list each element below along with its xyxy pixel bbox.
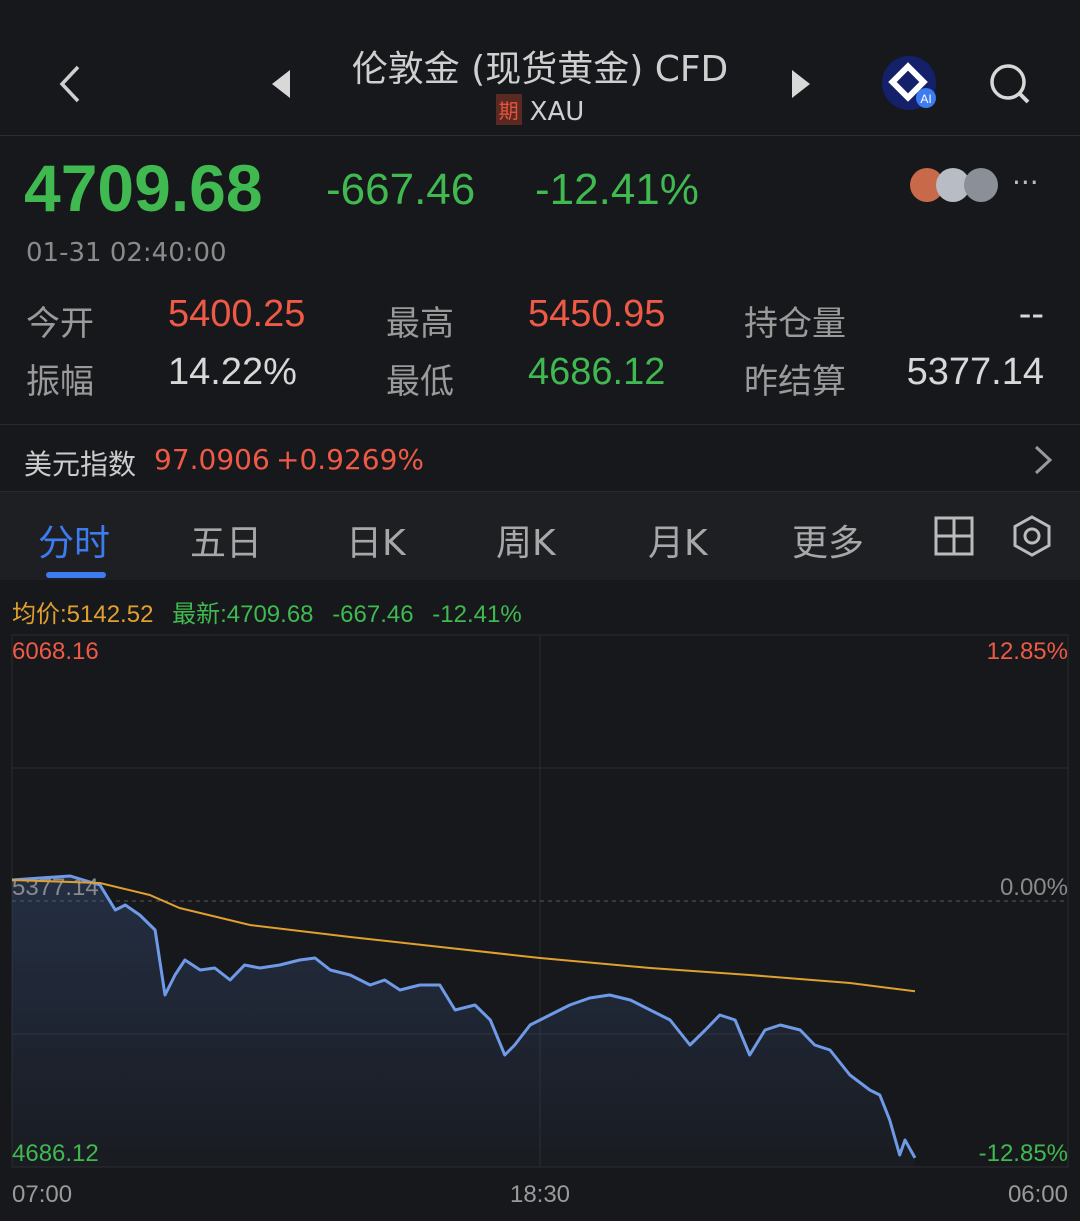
change-pct-legend: -12.41% <box>432 601 522 628</box>
quote-datetime: 01-31 02:40:00 <box>26 238 227 268</box>
tab-2[interactable]: 日K <box>346 523 406 564</box>
settings-icon[interactable] <box>1010 514 1054 558</box>
period-tabs: 分时 五日 日K 周K 月K 更多 <box>0 492 1080 580</box>
intraday-chart[interactable]: 均价:5142.52 最新:4709.68 -667.46 -12.41% 60… <box>0 582 1080 1221</box>
ai-assistant-icon[interactable]: AI <box>882 56 940 112</box>
last-price: 4709.68 <box>24 151 263 225</box>
stat-value: 5450.95 <box>528 293 666 335</box>
y-label-top: 6068.16 <box>12 638 99 665</box>
svg-text:AI: AI <box>920 92 931 106</box>
header-bar: 伦敦金 (现货黄金) CFD 期 XAU AI <box>0 0 1080 136</box>
tab-3[interactable]: 周K <box>496 523 556 564</box>
active-tab-indicator <box>46 572 106 578</box>
next-triangle-icon[interactable] <box>790 70 810 98</box>
pct-label-top: 12.85% <box>987 638 1068 665</box>
chevron-right-icon <box>1034 445 1053 475</box>
dollar-index-row[interactable]: 美元指数 97.0906 +0.9269% <box>0 424 1080 492</box>
avg-price-legend: 均价:5142.52 <box>12 601 154 628</box>
stat-value: 14.22% <box>168 351 297 393</box>
layout-grid-icon[interactable] <box>934 516 974 556</box>
stat-label: 最高 <box>386 304 454 344</box>
tab-1[interactable]: 五日 <box>190 523 263 564</box>
y-label-bottom: 4686.12 <box>12 1140 99 1167</box>
dollar-index-value: 97.0906 <box>154 443 270 476</box>
avatar <box>964 168 998 202</box>
search-icon[interactable] <box>988 62 1032 106</box>
stat-value: 4686.12 <box>528 351 666 393</box>
prev-triangle-icon[interactable] <box>272 70 292 98</box>
stat-value: 5377.14 <box>906 351 1044 393</box>
pct-label-bottom: -12.85% <box>979 1140 1068 1167</box>
x-tick: 06:00 <box>1008 1181 1068 1208</box>
more-options-icon[interactable]: ··· <box>1012 166 1039 199</box>
dollar-index-label: 美元指数 <box>24 448 137 481</box>
x-tick: 07:00 <box>12 1181 72 1208</box>
tab-0[interactable]: 分时 <box>38 523 111 564</box>
instrument-title: 伦敦金 (现货黄金) CFD <box>351 49 729 90</box>
chart-legend: 均价:5142.52 最新:4709.68 -667.46 -12.41% <box>12 594 522 629</box>
stat-label: 昨结算 <box>744 362 846 402</box>
price-line <box>11 874 917 1159</box>
stat-value: 5400.25 <box>168 293 306 335</box>
symbol-text: XAU <box>529 97 585 127</box>
stat-label: 振幅 <box>26 362 94 402</box>
stat-label: 持仓量 <box>744 304 846 344</box>
stat-label: 最低 <box>386 362 454 402</box>
pct-label-mid: 0.00% <box>1000 874 1068 901</box>
futures-badge: 期 <box>495 94 522 125</box>
back-chevron-icon[interactable] <box>56 64 84 104</box>
price-change-pct: -12.41% <box>535 165 699 214</box>
tab-4[interactable]: 月K <box>648 523 708 564</box>
dollar-index-change: +0.9269% <box>276 443 425 476</box>
price-change: -667.46 <box>326 165 476 214</box>
x-tick: 18:30 <box>510 1181 570 1208</box>
instrument-symbol: 期 XAU <box>0 94 1080 127</box>
chart-plot: 6068.165377.144686.1212.85%0.00%-12.85%0… <box>11 634 1069 1208</box>
change-legend: -667.46 <box>332 601 414 628</box>
average-price-line <box>11 879 916 993</box>
stat-label: 今开 <box>26 304 94 344</box>
stat-value: -- <box>1018 293 1044 335</box>
price-area <box>12 876 915 1167</box>
tab-5[interactable]: 更多 <box>792 523 865 564</box>
latest-price-legend: 最新:4709.68 <box>172 601 314 628</box>
